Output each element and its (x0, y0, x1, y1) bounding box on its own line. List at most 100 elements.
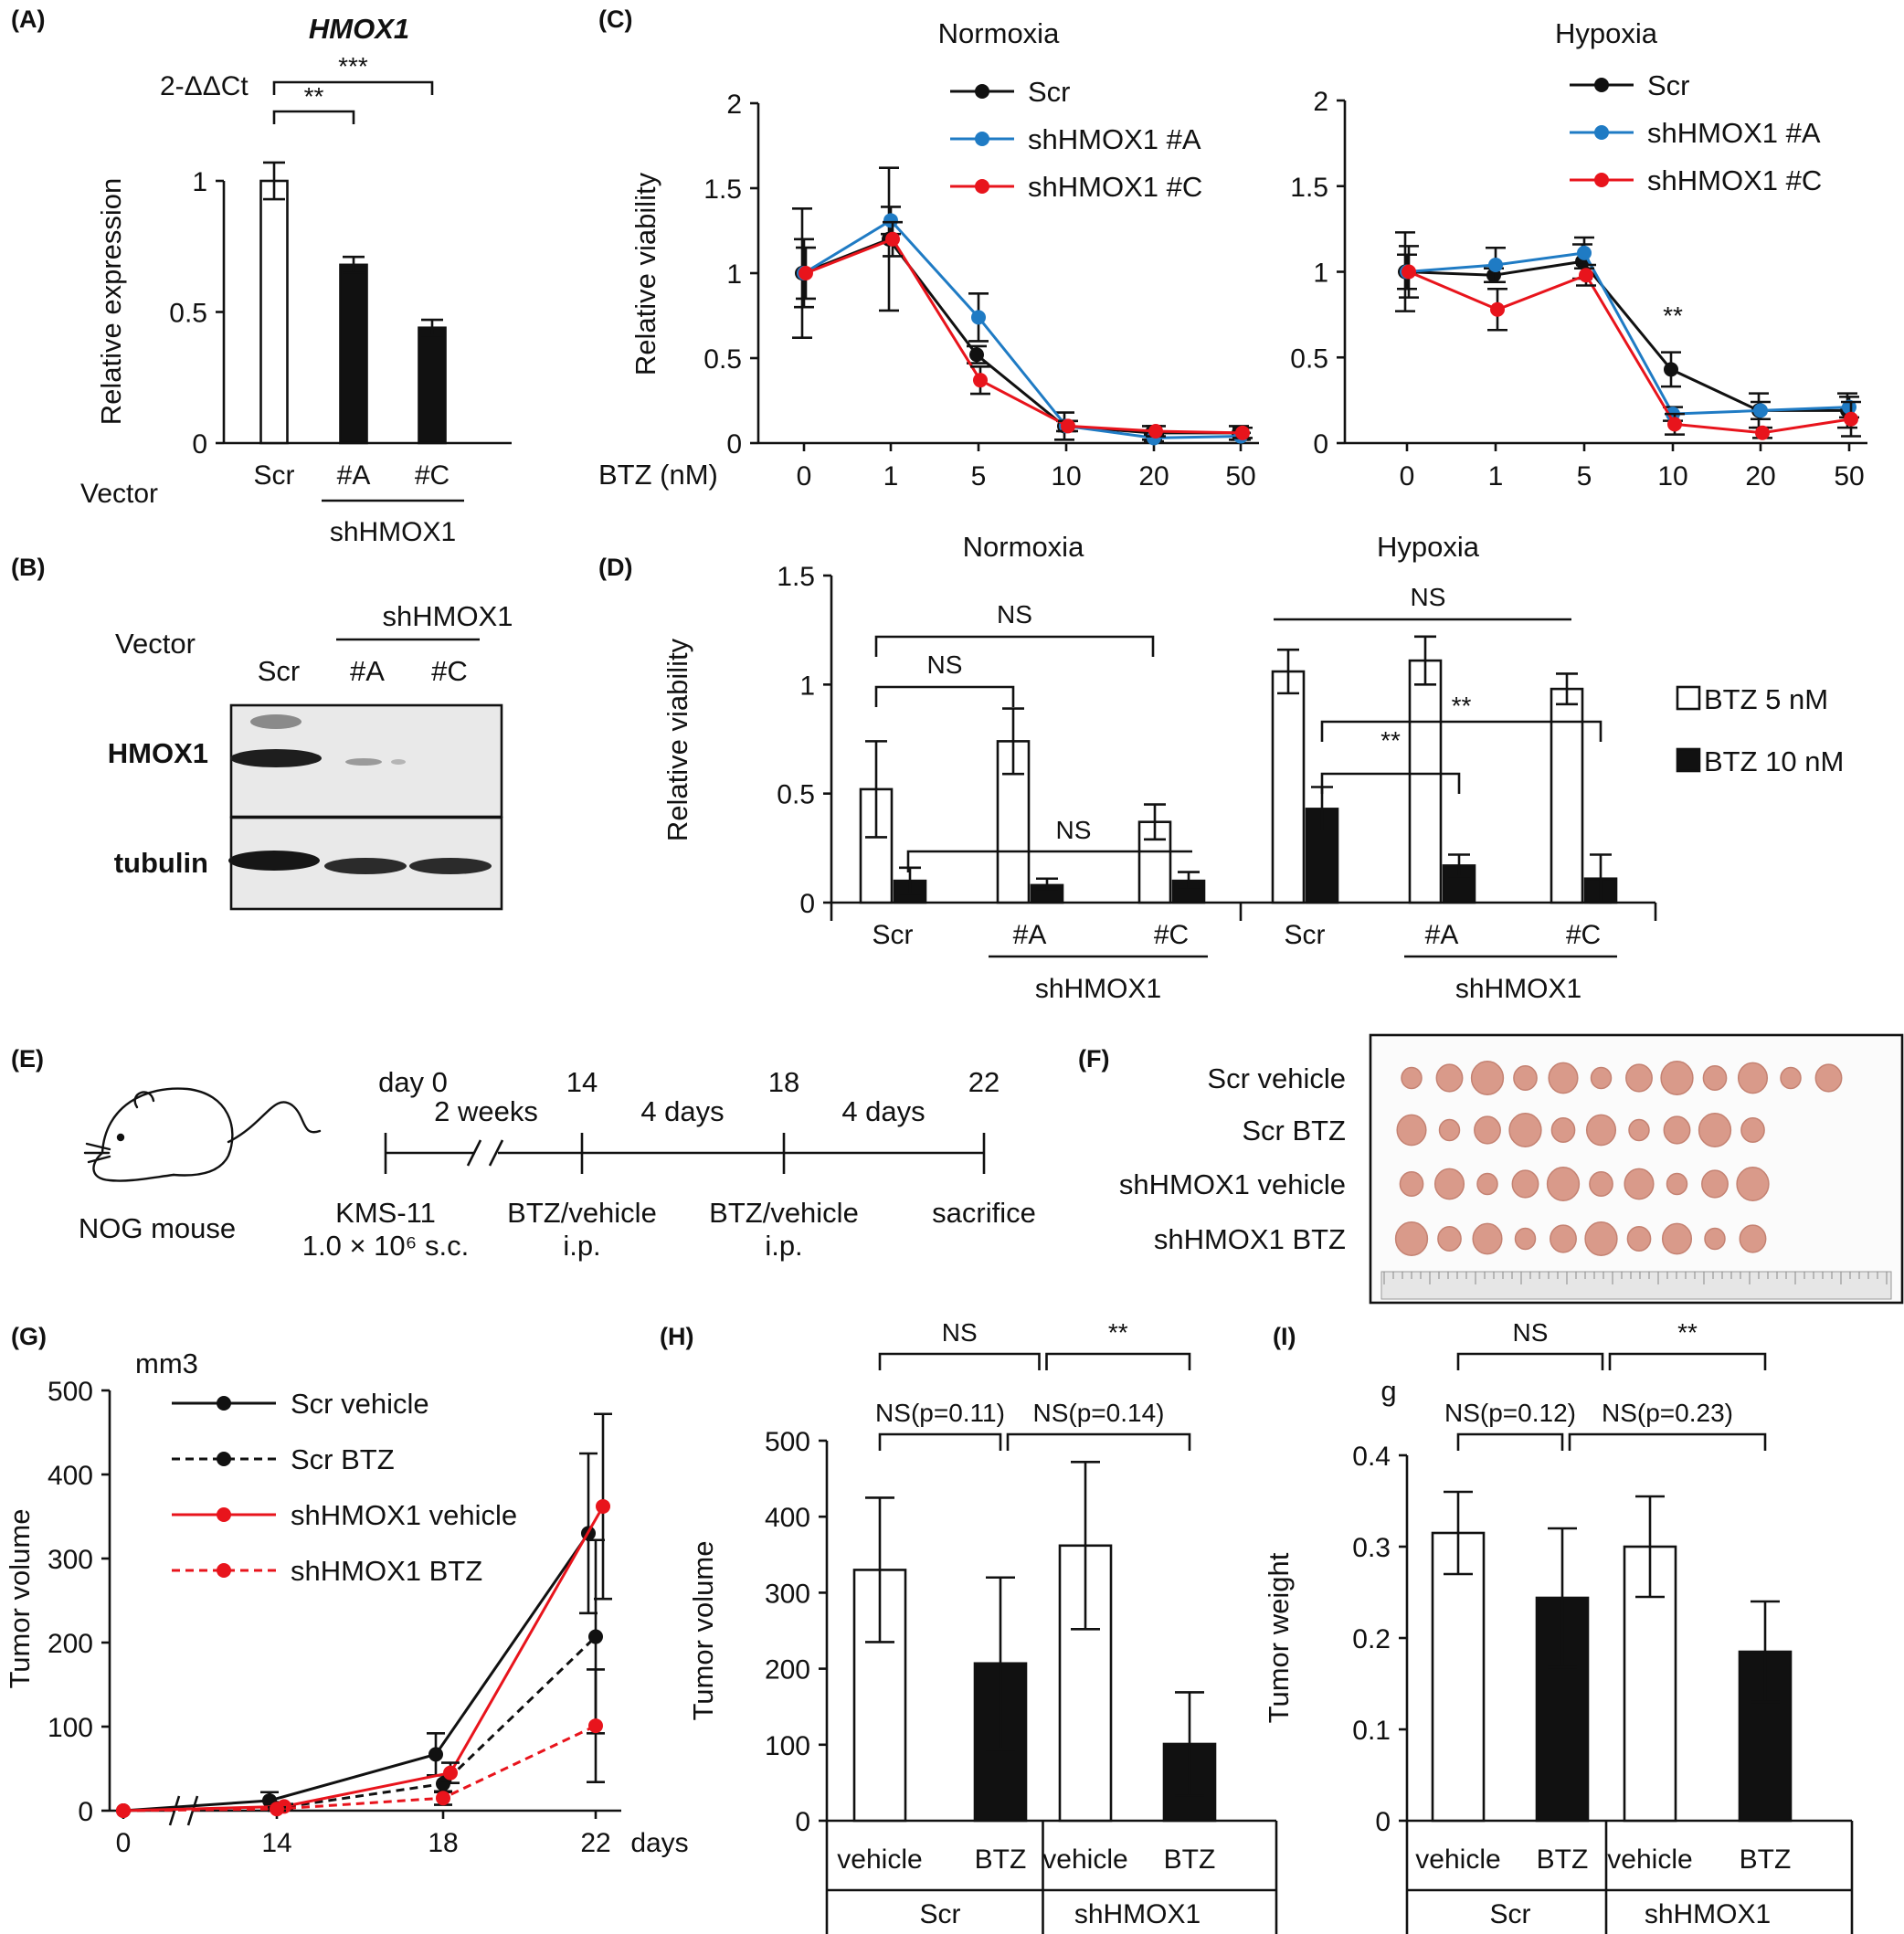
condition-title: Normoxia (963, 531, 1084, 563)
bracket (1006, 1432, 1191, 1451)
x-axis-label: BTZ (nM) (598, 459, 718, 491)
data-point (973, 373, 988, 388)
interval-label: 2 weeks (434, 1095, 538, 1127)
event-label: sacrifice (932, 1197, 1036, 1229)
x-tick-label: 5 (1577, 461, 1592, 491)
y-tick-label: 300 (765, 1579, 810, 1609)
bracket-label: NS (1056, 816, 1092, 844)
tumor (1585, 1114, 1617, 1147)
data-point (1061, 418, 1075, 434)
panel-label-D: (D) (598, 554, 632, 581)
x-tick-label: #A (1425, 920, 1459, 950)
bracket-label: NS (997, 600, 1032, 629)
y-tick-label: 200 (765, 1655, 810, 1686)
bracket (878, 1352, 1041, 1370)
x-tick-label: BTZ (975, 1844, 1027, 1875)
data-point (885, 231, 900, 247)
lane-label: #A (350, 655, 385, 687)
bar (259, 179, 289, 445)
tumor (1508, 1112, 1542, 1148)
y-axis-label: Relative viability (629, 172, 661, 375)
blot-row-label: tubulin (114, 847, 208, 879)
tumor (1514, 1227, 1537, 1251)
panel-label-A: (A) (11, 5, 45, 33)
event-label: KMS-11 (335, 1197, 436, 1229)
y-tick-label: 0.5 (703, 344, 742, 375)
bar (1431, 1531, 1486, 1823)
bracket-label: ** (1380, 726, 1401, 755)
data-point (443, 1765, 458, 1781)
legend-marker (975, 132, 989, 146)
tumor (1702, 1065, 1728, 1091)
data-point (969, 347, 984, 363)
data-point (883, 213, 898, 228)
x-tick-label: BTZ (1537, 1844, 1589, 1875)
y-tick-label: 400 (765, 1503, 810, 1533)
data-point (1842, 399, 1856, 415)
legend-swatch (1676, 685, 1701, 711)
x-tick-label: Scr (254, 460, 295, 491)
group-label: shHMOX1 (1035, 974, 1161, 1004)
tumor (1511, 1169, 1539, 1199)
bar (339, 263, 368, 445)
data-point (588, 1629, 603, 1644)
tumor (1394, 1221, 1429, 1257)
tumor (1546, 1166, 1581, 1202)
photo-row-label: shHMOX1 BTZ (1154, 1223, 1346, 1255)
y-tick-label: 1.5 (1290, 173, 1328, 203)
interval-label: 4 days (640, 1095, 724, 1127)
series-line (1404, 259, 1847, 412)
data-point (436, 1791, 450, 1806)
lane-label: #C (431, 655, 468, 687)
chart-title: Normoxia (938, 17, 1060, 49)
tumor (1698, 1112, 1732, 1148)
data-point (971, 310, 986, 325)
x-tick-label: 0 (116, 1828, 132, 1858)
x-tick-label: 10 (1051, 461, 1081, 491)
y-tick-label: 1 (726, 259, 742, 290)
tumor (1401, 1066, 1423, 1090)
bar (1550, 687, 1584, 904)
x-tick-label: 50 (1225, 461, 1255, 491)
chart-title: HMOX1 (309, 13, 409, 45)
panel-label-C: (C) (598, 5, 632, 33)
bracket-label: NS(p=0.23) (1602, 1399, 1733, 1427)
mouse-head (92, 1151, 175, 1182)
tumor (1780, 1066, 1802, 1090)
y-axis-label: Relative viability (661, 638, 693, 841)
axis-break (466, 1139, 504, 1167)
x-tick-label: #A (337, 460, 371, 491)
bracket (874, 635, 1155, 657)
x-tick-label: 0 (797, 461, 812, 491)
legend-label: BTZ 5 nM (1704, 683, 1828, 715)
legend-label: Scr BTZ (291, 1443, 395, 1475)
bracket-label: NS(p=0.12) (1444, 1399, 1576, 1427)
series-line (805, 237, 1243, 435)
data-point (1235, 425, 1250, 440)
y-tick-label: 0.5 (1290, 343, 1328, 374)
mouse-icon (83, 1087, 322, 1182)
legend-marker (975, 179, 989, 194)
legend-label: shHMOX1 #A (1647, 117, 1821, 149)
x-tick-label: 50 (1834, 461, 1864, 491)
data-point (1490, 301, 1505, 317)
photo-row-label: Scr vehicle (1207, 1062, 1346, 1094)
tumor (1814, 1063, 1843, 1093)
y-tick-label: 0 (726, 429, 742, 460)
day-label: 18 (768, 1066, 799, 1098)
bracket (1045, 1352, 1191, 1370)
tumor (1396, 1114, 1427, 1147)
y-tick-label: 200 (48, 1629, 93, 1659)
data-point (588, 1718, 603, 1734)
x-tick-label: vehicle (1042, 1844, 1127, 1875)
event-label: i.p. (563, 1230, 600, 1262)
y-tick-label: 0 (1375, 1807, 1391, 1837)
data-point (1579, 268, 1593, 283)
y-tick-label: 0 (795, 1807, 810, 1837)
bracket (878, 1432, 1002, 1451)
y-tick-label: 500 (48, 1377, 93, 1407)
blot-row-label: Vector (115, 628, 196, 660)
tumor (1438, 1118, 1461, 1142)
bracket (1456, 1432, 1564, 1451)
y-axis-label: Tumor weight (1263, 1552, 1295, 1723)
